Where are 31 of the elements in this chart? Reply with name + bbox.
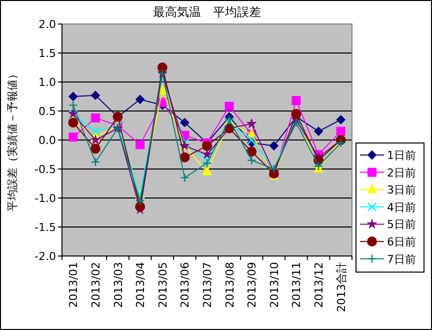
legend-label: 4日前	[387, 200, 416, 214]
y-tick-label: 0.5	[38, 105, 56, 118]
chart-title: 最高気温 平均誤差	[153, 5, 261, 19]
y-tick-label: -1.0	[34, 192, 56, 205]
legend-label: 6日前	[387, 236, 416, 248]
y-tick-label: 1.5	[38, 47, 56, 60]
y-tick-label: 1.0	[38, 76, 56, 89]
y-tick-label: -1.5	[34, 221, 56, 234]
x-tick-label: 2013/01	[67, 262, 80, 308]
legend-label: 5日前	[387, 218, 416, 232]
legend-label: 1日前	[387, 149, 416, 162]
y-tick-label: 2.0	[38, 18, 56, 31]
x-tick-label: 2013/12	[312, 262, 326, 308]
x-tick-label: 2013/10	[268, 262, 281, 308]
legend-label: 3日前	[387, 184, 416, 197]
x-tick-label: 2013/04	[134, 262, 148, 308]
legend-label: 2日前	[387, 166, 416, 180]
x-tick-label: 2013/02	[89, 262, 102, 308]
x-tick-label: 2013/05	[156, 262, 170, 308]
x-tick-label: 2013/03	[112, 262, 125, 308]
x-tick-label: 2013/07	[201, 262, 214, 308]
y-tick-label: -0.5	[34, 163, 56, 176]
x-tick-label: 2013/09	[246, 262, 259, 308]
x-tick-label: 2013/11	[290, 262, 304, 308]
x-tick-label: 2013/08	[223, 262, 236, 308]
x-tick-label: 2013合計	[334, 262, 348, 312]
y-tick-label: 0.0	[38, 134, 56, 147]
y-axis-title: 平均誤差（実績値－予報値）	[6, 68, 19, 212]
x-tick-label: 2013/06	[178, 262, 192, 308]
legend-label: 7日前	[387, 252, 416, 266]
y-tick-label: -2.0	[34, 250, 56, 263]
